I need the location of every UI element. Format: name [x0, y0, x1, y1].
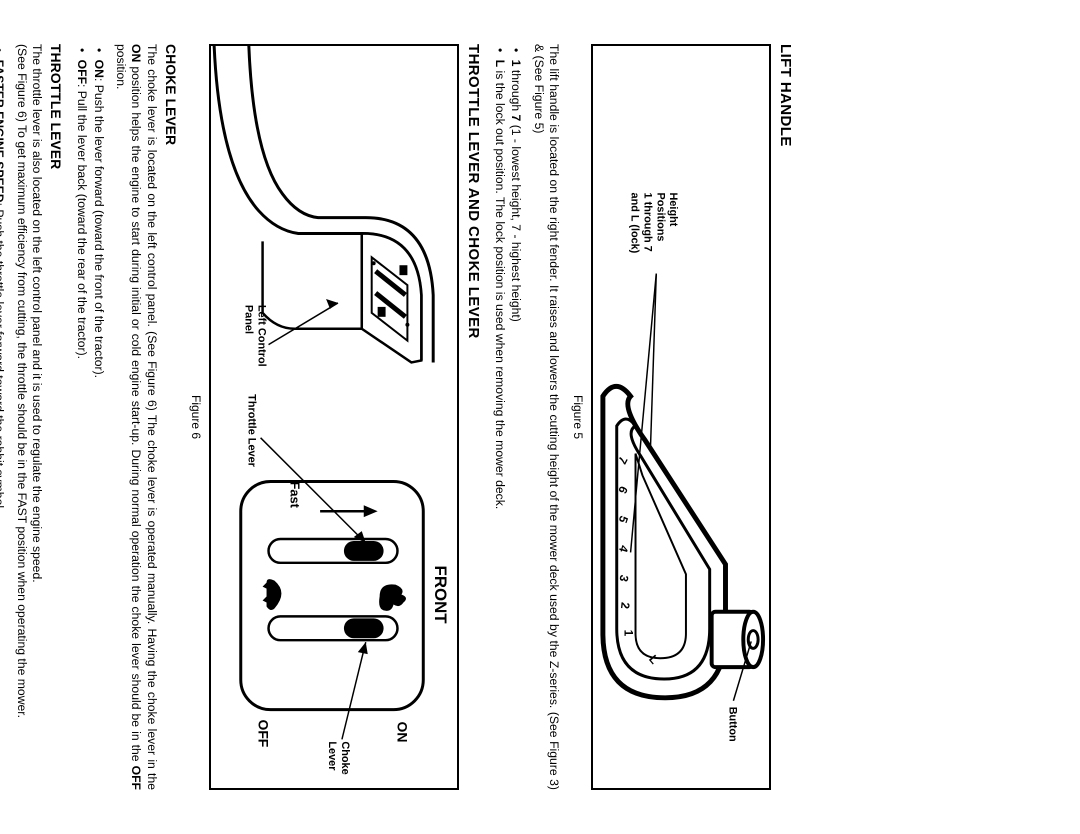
- label-on: ON: [394, 722, 410, 743]
- svg-text:1: 1: [622, 630, 636, 637]
- choke-on-bullet: ON: Push the lever forward (toward the f…: [90, 62, 106, 790]
- choke-off-bullet: OFF: Pull the lever back (toward the rea…: [74, 62, 90, 790]
- label-front: FRONT: [431, 566, 450, 625]
- figure-6-svg: FRONT ON OFF Fast Left Control Panel Thr…: [211, 46, 457, 788]
- label-1-7: 1 through 7: [641, 193, 653, 252]
- figure-6-caption: Figure 6: [189, 44, 203, 790]
- lift-handle-bullet-1: 1 through 7 (1 - lowest height, 7 - high…: [508, 62, 524, 790]
- svg-text:2: 2: [618, 602, 633, 610]
- right-panel-topview: [240, 481, 423, 709]
- figure-5-frame: 7 6 5 4 3 2 1 L: [591, 44, 771, 790]
- throttle-fast-bullet: FASTER ENGINE SPEED: Push the throttle l…: [0, 62, 7, 790]
- throttle-lever-para: The throttle lever is also located on th…: [13, 44, 44, 790]
- svg-text:L: L: [646, 652, 661, 667]
- label-height: Height: [667, 193, 679, 227]
- label-choke-2: Lever: [326, 741, 338, 771]
- choke-lever-para: The choke lever is located on the left c…: [113, 44, 159, 790]
- label-choke: Choke: [338, 741, 350, 774]
- choke-lever-list: ON: Push the lever forward (toward the f…: [74, 44, 107, 790]
- figure-5-caption: Figure 5: [571, 44, 585, 790]
- figure-5-svg: 7 6 5 4 3 2 1 L: [593, 46, 769, 788]
- lift-handle-bullet-2: L is the lock out position. The lock pos…: [492, 62, 508, 790]
- label-positions: Positions: [654, 193, 666, 242]
- throttle-lever-list: FASTER ENGINE SPEED: Push the throttle l…: [0, 44, 7, 790]
- lift-handle-para1: The lift handle is located on the right …: [531, 44, 562, 790]
- label-off: OFF: [255, 720, 271, 748]
- label-left-control: Left Control: [255, 305, 267, 367]
- label-panel: Panel: [242, 305, 254, 334]
- figure-6-frame: FRONT ON OFF Fast Left Control Panel Thr…: [209, 44, 459, 790]
- label-button: Button: [726, 707, 738, 742]
- lift-handle-list: 1 through 7 (1 - lowest height, 7 - high…: [492, 44, 525, 790]
- throttle-lever-title: THROTTLE LEVER: [48, 44, 64, 790]
- choke-lever-title: CHOKE LEVER: [163, 44, 179, 790]
- svg-text:3: 3: [616, 574, 631, 584]
- label-fast: Fast: [287, 481, 302, 508]
- label-throttle-lever: Throttle Lever: [245, 394, 257, 467]
- label-l-lock: and L (lock): [629, 193, 641, 254]
- throttle-choke-title: THROTTLE LEVER AND CHOKE LEVER: [465, 44, 482, 790]
- lift-handle-title: LIFT HANDLE: [777, 44, 794, 790]
